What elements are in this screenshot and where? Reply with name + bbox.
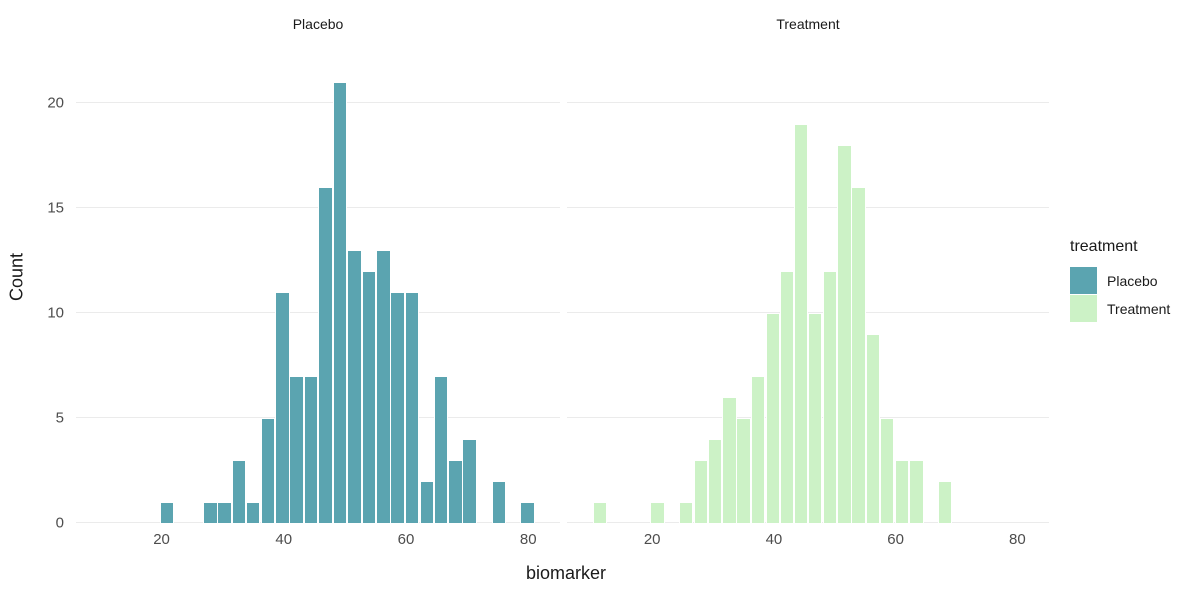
histogram-bar bbox=[275, 292, 290, 523]
facet-strip-label-placebo: Placebo bbox=[292, 16, 344, 32]
y-axis-title: Count bbox=[6, 252, 27, 302]
legend-title: treatment bbox=[1070, 238, 1138, 255]
x-tick-label: 20 bbox=[643, 531, 661, 548]
histogram-bar bbox=[404, 292, 420, 523]
histogram-bar bbox=[707, 439, 723, 523]
histogram-bar bbox=[779, 271, 794, 523]
histogram-bar bbox=[837, 145, 852, 523]
legend-label-placebo: Placebo bbox=[1107, 272, 1158, 289]
histogram-bar bbox=[217, 502, 232, 523]
legend-swatch-placebo bbox=[1070, 267, 1097, 294]
histogram-bar bbox=[332, 82, 348, 523]
histogram-bar bbox=[462, 439, 477, 523]
histogram-bar bbox=[260, 418, 276, 523]
histogram-bar bbox=[909, 460, 924, 523]
histogram-bar bbox=[318, 187, 333, 523]
gridline bbox=[76, 207, 560, 209]
y-tick-label: 20 bbox=[47, 94, 64, 112]
histogram-bar bbox=[491, 481, 507, 523]
y-tick-label: 5 bbox=[55, 409, 64, 427]
histogram-bar bbox=[822, 271, 838, 523]
histogram-bar bbox=[376, 250, 391, 523]
legend-swatch-treatment bbox=[1070, 295, 1097, 322]
x-tick-label: 80 bbox=[519, 531, 537, 548]
histogram-bar bbox=[765, 313, 780, 523]
histogram-bar bbox=[592, 502, 608, 523]
x-tick-label: 40 bbox=[275, 531, 293, 548]
gridline bbox=[76, 312, 560, 314]
y-tick-label: 10 bbox=[47, 304, 64, 322]
histogram-bar bbox=[419, 481, 434, 523]
gridline bbox=[567, 102, 1049, 104]
x-tick-label: 60 bbox=[397, 531, 415, 548]
facet-panel-placebo bbox=[76, 55, 560, 523]
histogram-bar bbox=[937, 481, 953, 523]
x-tick-label: 60 bbox=[887, 531, 904, 548]
histogram-bar bbox=[304, 376, 319, 523]
histogram-bar bbox=[736, 418, 751, 523]
facet-panel-treatment bbox=[567, 55, 1049, 523]
histogram-bar bbox=[289, 376, 304, 523]
histogram-bar bbox=[894, 460, 909, 523]
histogram-bar bbox=[750, 376, 766, 523]
histogram-bar bbox=[794, 124, 809, 523]
histogram-bar bbox=[650, 502, 665, 523]
histogram-bar bbox=[722, 397, 737, 523]
histogram-bar bbox=[448, 460, 463, 523]
histogram-bar bbox=[347, 250, 362, 523]
facet-strip-label-treatment: Treatment bbox=[776, 16, 840, 32]
x-tick-label: 20 bbox=[153, 531, 170, 548]
histogram-bar bbox=[520, 502, 535, 523]
histogram-bar bbox=[361, 271, 376, 523]
histogram-bar bbox=[679, 502, 694, 523]
y-tick-label: 15 bbox=[47, 199, 64, 217]
legend-key-placebo: Placebo bbox=[1070, 267, 1200, 294]
x-axis-title: biomarker bbox=[525, 563, 607, 583]
legend: treatment Placebo Treatment bbox=[1070, 238, 1200, 323]
histogram-bar bbox=[808, 313, 823, 523]
legend-key-treatment: Treatment bbox=[1070, 295, 1200, 322]
legend-label-treatment: Treatment bbox=[1107, 300, 1171, 317]
histogram-bar bbox=[865, 334, 881, 523]
y-tick-label: 0 bbox=[55, 514, 64, 532]
histogram-bar bbox=[246, 502, 261, 523]
histogram-bar bbox=[390, 292, 405, 523]
histogram-bar bbox=[879, 418, 895, 523]
x-tick-label: 40 bbox=[765, 531, 783, 548]
histogram-bar bbox=[433, 376, 449, 523]
x-tick-label: 80 bbox=[1009, 531, 1026, 548]
histogram-bar bbox=[203, 502, 218, 523]
histogram-bar bbox=[693, 460, 709, 523]
histogram-bar bbox=[851, 187, 866, 523]
histogram-bar bbox=[159, 502, 175, 523]
gridline bbox=[76, 102, 560, 104]
histogram-bar bbox=[231, 460, 247, 523]
